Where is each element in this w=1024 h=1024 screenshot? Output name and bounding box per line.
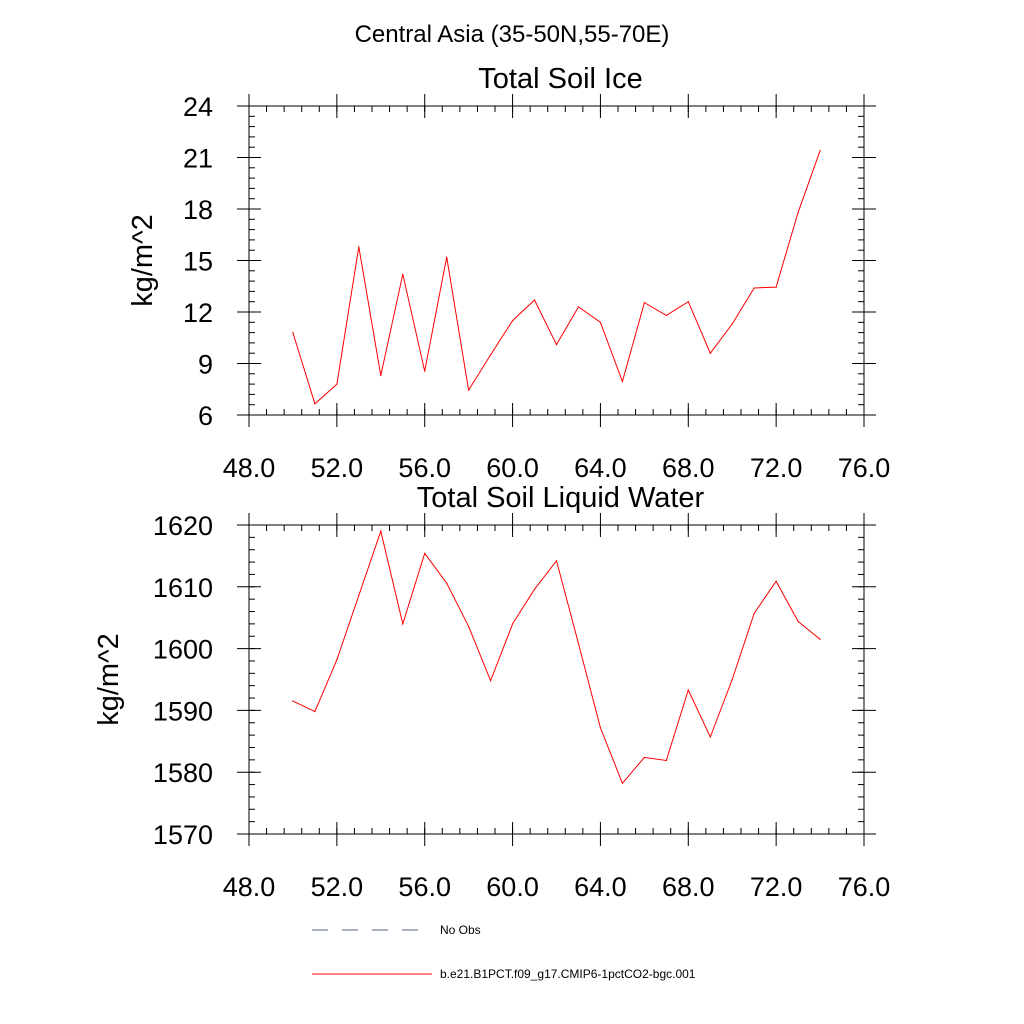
- data-point: [665, 314, 667, 317]
- data-point: [555, 344, 558, 346]
- x-tick-label: 48.0: [223, 453, 276, 483]
- data-point: [314, 711, 316, 713]
- data-point: [709, 352, 711, 354]
- data-point: [819, 638, 821, 640]
- x-tick-label: 60.0: [486, 872, 539, 902]
- series-line: [292, 529, 821, 785]
- x-tick-label: 76.0: [838, 872, 891, 902]
- x-tick-label: 64.0: [574, 872, 627, 902]
- y-tick-label: 15: [183, 247, 213, 277]
- data-point: [424, 370, 426, 372]
- data-point: [731, 678, 733, 681]
- data-point: [577, 306, 580, 308]
- data-point: [358, 594, 360, 597]
- data-point: [446, 256, 448, 258]
- y-axis-label: kg/m^2: [93, 633, 125, 726]
- y-tick-label: 21: [183, 144, 213, 174]
- y-tick-label: 6: [198, 401, 213, 431]
- data-point: [775, 580, 777, 582]
- data-point: [775, 286, 777, 288]
- data-point: [621, 380, 623, 383]
- data-point: [533, 299, 536, 301]
- x-tick-label: 56.0: [398, 453, 451, 483]
- y-tick-label: 1610: [153, 573, 213, 603]
- data-point: [424, 552, 426, 555]
- series-line: [292, 150, 821, 405]
- data-point: [599, 321, 602, 323]
- y-tick-label: 1570: [153, 820, 213, 850]
- x-tick-label: 76.0: [838, 453, 891, 483]
- x-tick-label: 52.0: [311, 872, 364, 902]
- panel-total-soil-liquid-water: Total Soil Liquid Water 48.0 52.0 56.0 60.0 6…: [93, 482, 890, 902]
- data-point: [336, 659, 338, 661]
- x-tick-label: 60.0: [486, 453, 539, 483]
- data-point: [511, 623, 514, 625]
- y-tick-label: 1600: [153, 635, 213, 665]
- plot-frame: [248, 524, 865, 835]
- data-point: [687, 689, 689, 691]
- data-point: [402, 623, 404, 625]
- chart-title: Total Soil Liquid Water: [417, 482, 705, 514]
- x-tick-label: 48.0: [223, 872, 276, 902]
- data-point: [468, 389, 470, 391]
- data-point: [643, 756, 645, 758]
- data-point: [511, 319, 514, 322]
- data-point: [468, 625, 470, 627]
- data-point: [490, 354, 492, 356]
- data-point: [731, 323, 733, 325]
- x-tick-label: 72.0: [750, 872, 803, 902]
- plot-frame: [248, 105, 865, 416]
- data-point: [358, 246, 360, 248]
- y-tick-label: 9: [198, 350, 213, 380]
- data-point: [555, 560, 558, 562]
- y-tick-label: 1620: [153, 511, 213, 541]
- data-point: [336, 383, 338, 385]
- data-point: [380, 530, 382, 532]
- data-point: [643, 301, 645, 304]
- y-tick-label: 24: [183, 92, 213, 122]
- data-point: [446, 582, 448, 584]
- data-point: [665, 759, 667, 762]
- data-point: [380, 374, 382, 377]
- x-tick-label: 52.0: [311, 453, 364, 483]
- data-point: [753, 287, 755, 289]
- data-point: [292, 332, 294, 334]
- panel-total-soil-ice: Total Soil Ice 48.0 52.0 56.0 60.0 64.0 68.0 72…: [127, 63, 890, 483]
- x-tick-label: 64.0: [574, 453, 627, 483]
- legend-model-label: b.e21.B1PCT.f09_g17.CMIP6-1pctCO2-bgc.00…: [440, 967, 696, 981]
- data-point: [599, 727, 602, 729]
- x-tick-label: 68.0: [662, 453, 715, 483]
- data-point: [687, 301, 689, 303]
- y-tick-label: 1580: [153, 758, 213, 788]
- y-tick-label: 12: [183, 298, 213, 328]
- data-point: [753, 612, 755, 614]
- legend: No Obs b.e21.B1PCT.f09_g17.CMIP6-1pctCO2…: [312, 923, 696, 981]
- figure-suptitle: Central Asia (35-50N,55-70E): [355, 21, 670, 48]
- x-tick-label: 68.0: [662, 872, 715, 902]
- data-point: [292, 700, 294, 702]
- data-point: [709, 736, 711, 738]
- data-point: [577, 643, 580, 645]
- data-point: [819, 150, 821, 152]
- y-tick-label: 1590: [153, 696, 213, 726]
- data-point: [314, 403, 316, 405]
- legend-no-obs-label: No Obs: [440, 923, 481, 937]
- x-tick-label: 56.0: [398, 872, 451, 902]
- data-point: [533, 588, 536, 590]
- y-tick-label: 18: [183, 195, 213, 225]
- data-point: [621, 782, 623, 784]
- y-axis-label: kg/m^2: [127, 214, 159, 307]
- data-point: [402, 273, 404, 275]
- data-point: [490, 680, 492, 682]
- chart-title: Total Soil Ice: [478, 63, 642, 95]
- x-tick-label: 72.0: [750, 453, 803, 483]
- data-point: [797, 211, 799, 214]
- data-point: [797, 620, 799, 623]
